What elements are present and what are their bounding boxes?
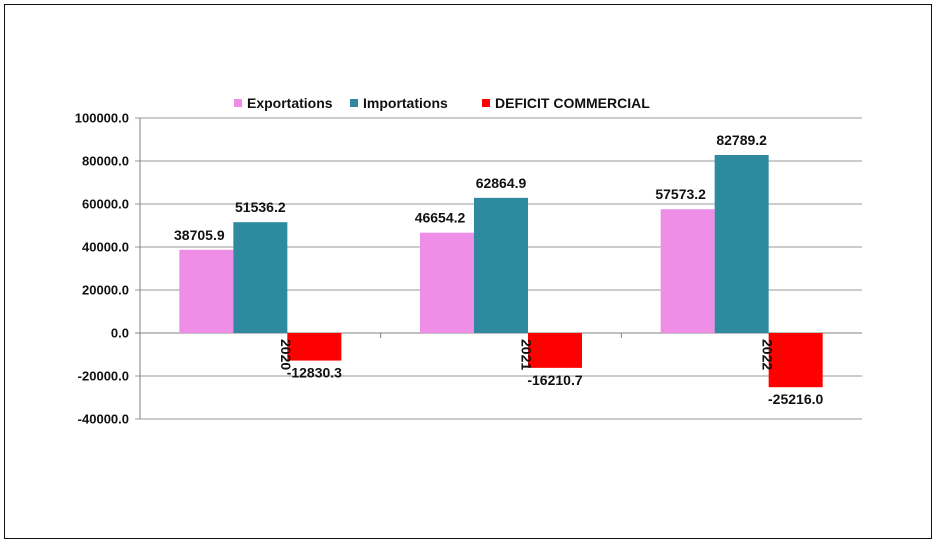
legend: Exportations Importations DEFICIT COMMERCI…	[234, 95, 650, 111]
bars	[179, 155, 823, 388]
data-label: 62864.9	[476, 175, 527, 191]
bar-importations	[474, 197, 528, 333]
data-label: -25216.0	[768, 391, 823, 407]
bar-exportations	[420, 232, 474, 333]
bar-deficit-commercial	[528, 333, 582, 368]
y-tick-label: 80000.0	[82, 154, 129, 169]
data-label: 57573.2	[655, 186, 706, 202]
data-label: 46654.2	[415, 210, 466, 226]
data-label: 38705.9	[174, 227, 225, 243]
category-label: 2022	[759, 339, 775, 370]
legend-label: Exportations	[247, 95, 333, 111]
y-axis: 100000.0 80000.0 60000.0 40000.0 20000.0 0.0 -…	[75, 111, 141, 427]
y-tick-label: 60000.0	[82, 197, 129, 212]
y-tick-label: 20000.0	[82, 283, 129, 298]
bar-importations	[714, 155, 769, 333]
bar-deficit-commercial	[768, 333, 823, 388]
bar-deficit-commercial	[287, 333, 342, 361]
bar-importations	[233, 222, 288, 333]
bar-exportations	[660, 209, 715, 333]
data-label: -12830.3	[287, 365, 342, 381]
y-tick-label: 40000.0	[82, 240, 129, 255]
data-labels: 38705.9 51536.2 -12830.3 46654.2 62864.9 -162…	[174, 132, 823, 407]
legend-swatch	[482, 99, 490, 107]
y-tick-label: -40000.0	[78, 412, 129, 427]
legend-label: Importations	[363, 95, 448, 111]
category-label: 2020	[278, 339, 294, 370]
data-label: 82789.2	[716, 132, 767, 148]
bar-exportations	[179, 249, 234, 333]
legend-label: DEFICIT COMMERCIAL	[495, 95, 650, 111]
data-label: -16210.7	[527, 372, 582, 388]
legend-swatch	[350, 99, 358, 107]
legend-swatch	[234, 99, 242, 107]
y-tick-label: 0.0	[111, 326, 129, 341]
data-label: 51536.2	[235, 199, 286, 215]
y-tick-label: 100000.0	[75, 111, 129, 126]
category-labels: 2020 2021 2022	[278, 339, 775, 370]
category-label: 2021	[519, 339, 535, 370]
y-tick-label: -20000.0	[78, 369, 129, 384]
